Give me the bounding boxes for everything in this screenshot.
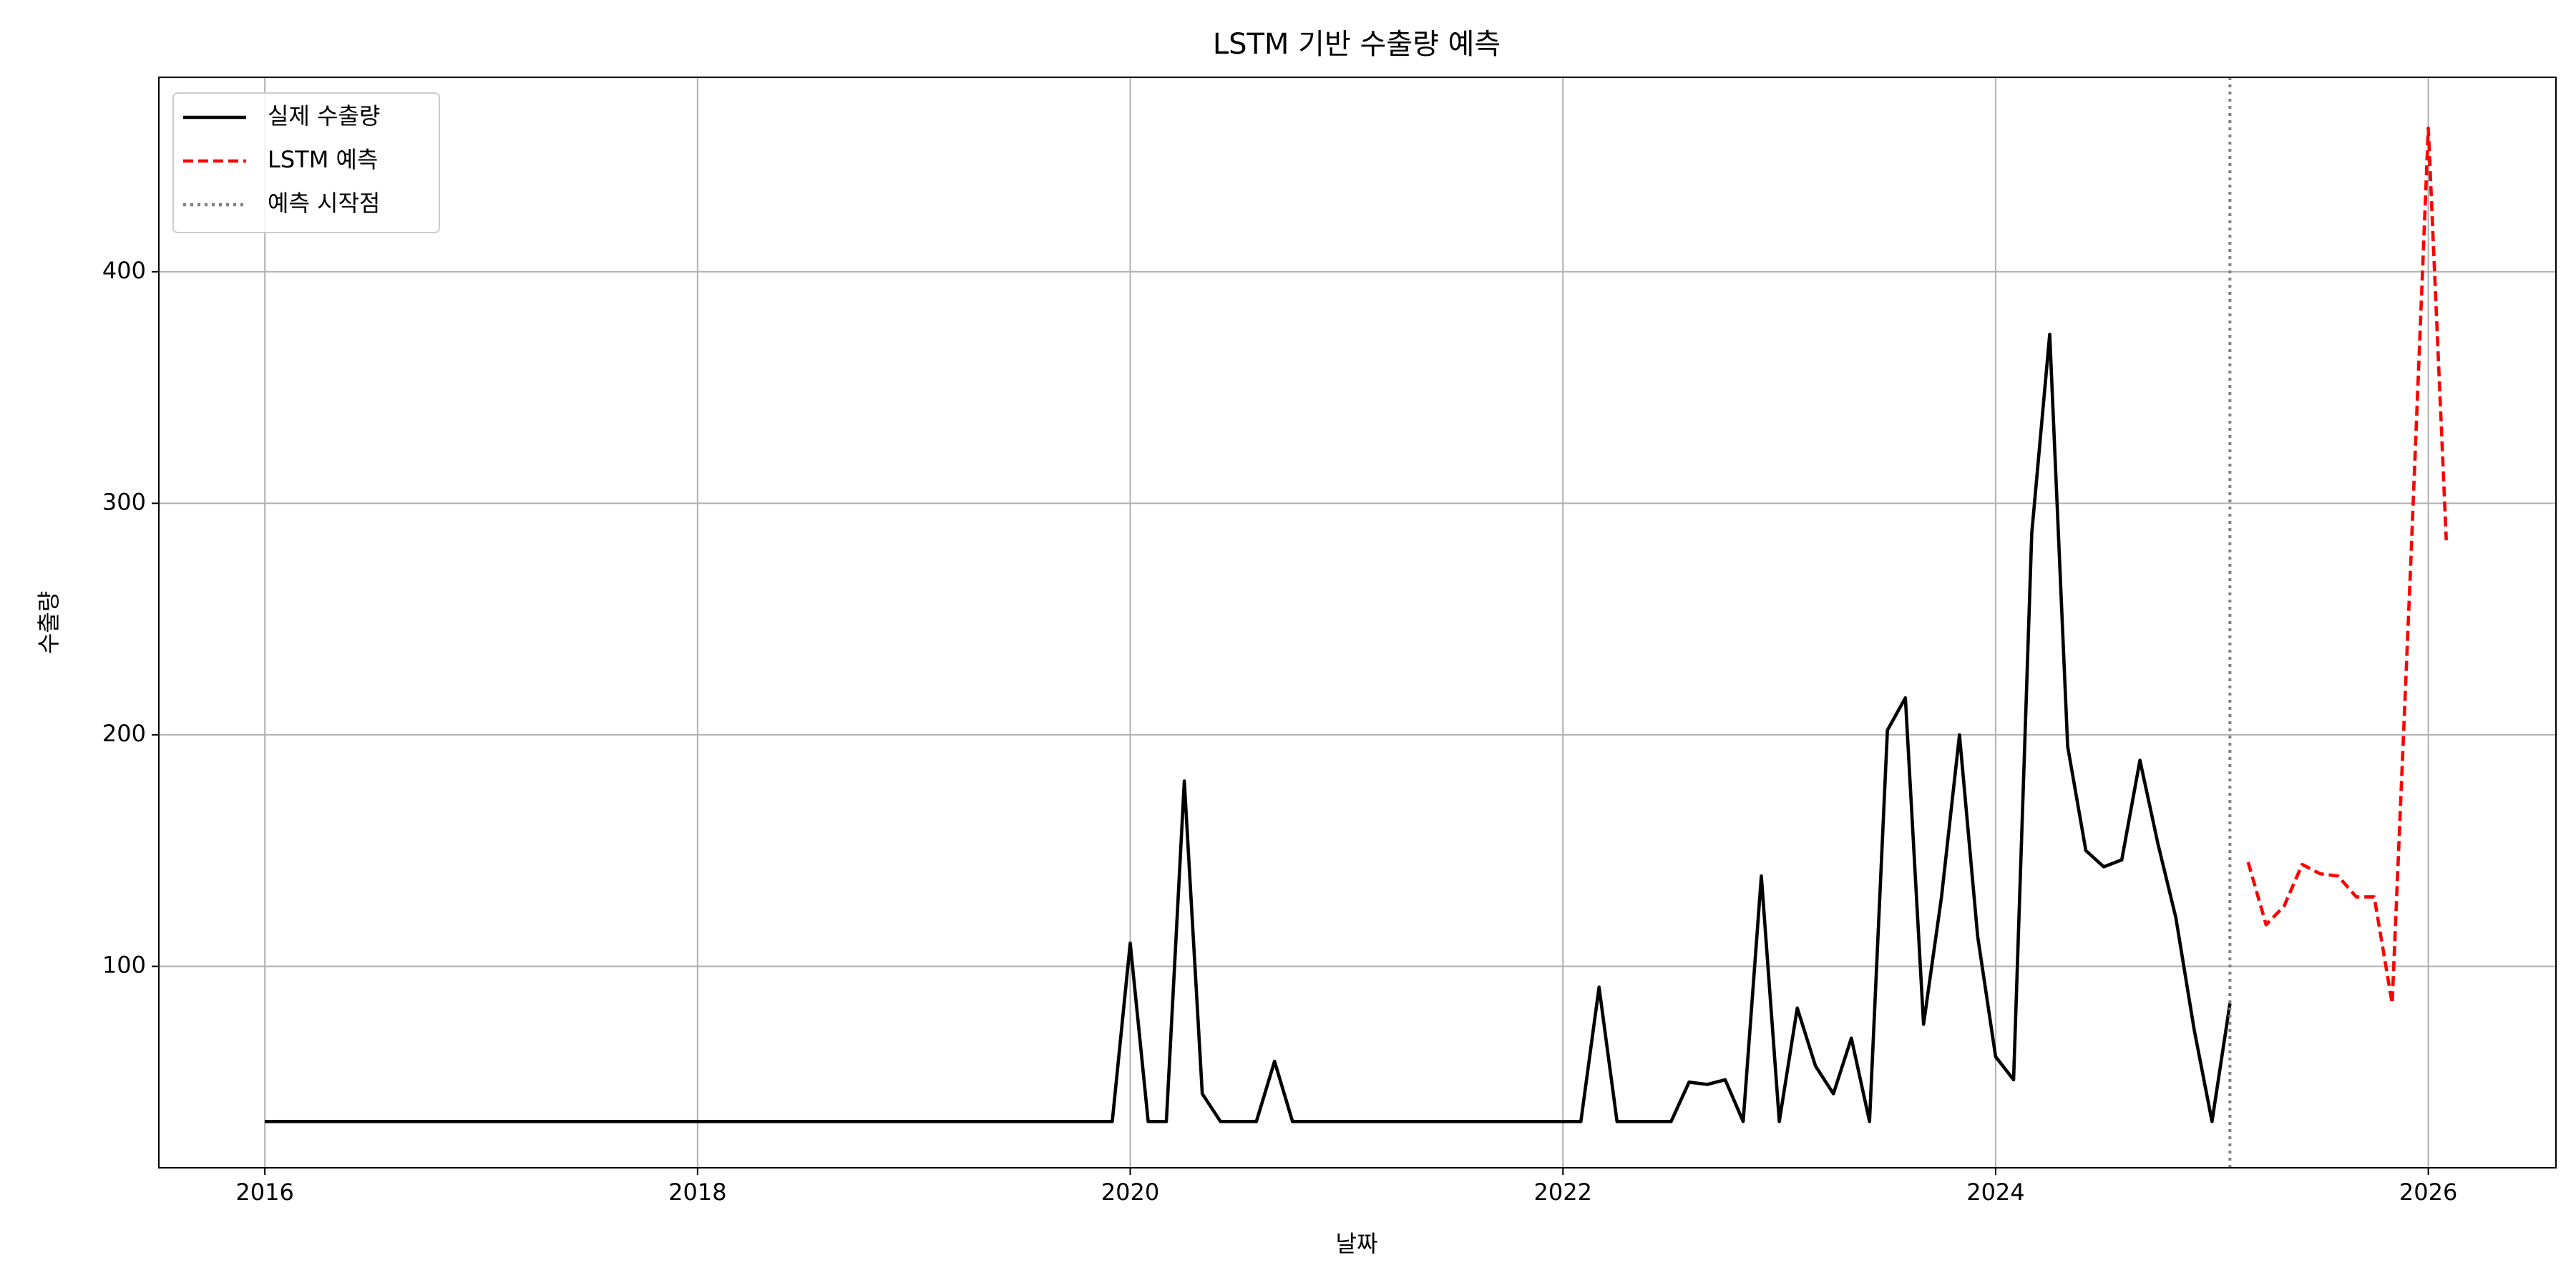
x-tick-label: 2016 bbox=[235, 1179, 293, 1206]
y-tick-label: 300 bbox=[102, 488, 146, 515]
legend-label: LSTM 예측 bbox=[268, 146, 378, 173]
data-line bbox=[2246, 126, 2448, 1005]
data-line bbox=[265, 332, 2232, 1123]
x-tick-label: 2020 bbox=[1101, 1179, 1159, 1206]
x-tick-label: 2024 bbox=[1966, 1179, 2024, 1206]
chart-title: LSTM 기반 수출량 예측 bbox=[1213, 28, 1501, 61]
legend-box bbox=[172, 92, 440, 233]
x-tick-label: 2026 bbox=[2399, 1179, 2457, 1206]
y-axis-label: 수출량 bbox=[35, 591, 62, 654]
legend-label: 실제 수출량 bbox=[268, 102, 380, 130]
x-tick-label: 2022 bbox=[1534, 1179, 1592, 1206]
legend-label: 예측 시작점 bbox=[268, 190, 380, 217]
y-tick-label: 200 bbox=[102, 720, 146, 747]
y-tick-label: 400 bbox=[102, 257, 146, 284]
y-tick-label: 100 bbox=[102, 951, 146, 978]
plot-frame bbox=[158, 77, 2557, 1169]
x-tick-label: 2018 bbox=[668, 1179, 726, 1206]
x-axis-label: 날짜 bbox=[1336, 1230, 1378, 1257]
